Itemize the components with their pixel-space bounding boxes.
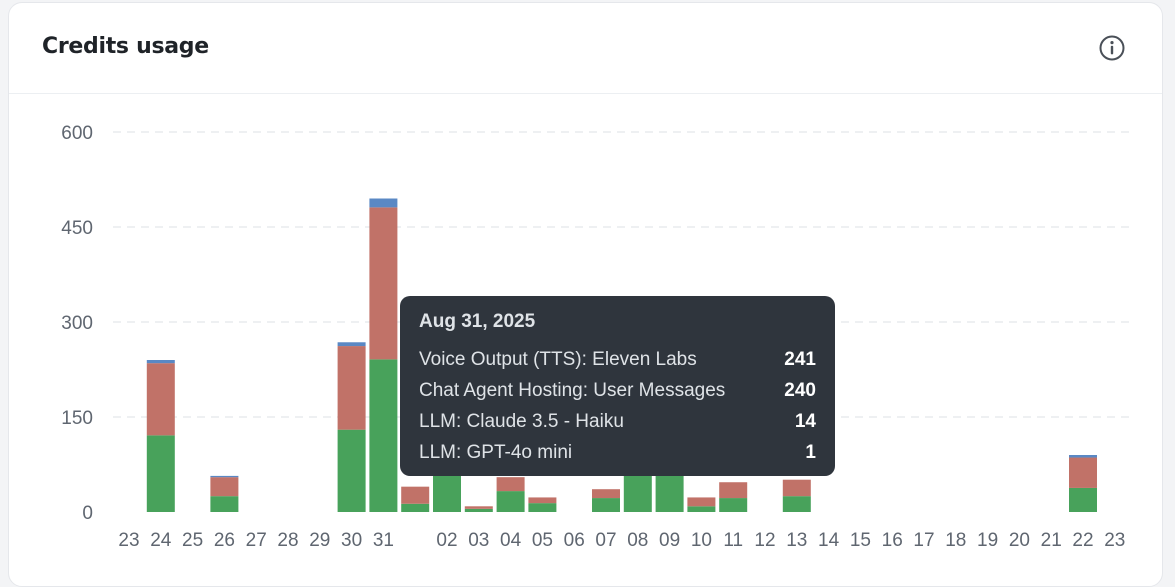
tooltip-row: Chat Agent Hosting: User Messages 240	[419, 375, 816, 406]
chart-tooltip: Aug 31, 2025 Voice Output (TTS): Eleven …	[400, 296, 835, 476]
bar-segment	[496, 477, 525, 492]
bar-segment	[433, 474, 461, 512]
bar-segment	[464, 508, 493, 512]
bar-segment	[782, 496, 811, 512]
x-tick-label: 20	[1009, 530, 1030, 551]
bar-segment	[337, 342, 366, 347]
x-tick-label: 30	[341, 530, 362, 551]
info-icon[interactable]	[1098, 34, 1126, 62]
tooltip-date: Aug 31, 2025	[419, 311, 536, 332]
x-tick-label: 16	[882, 530, 903, 551]
x-tick-label: 22	[1072, 530, 1093, 551]
x-tick-label: 21	[1041, 530, 1062, 551]
bar-segment	[592, 489, 620, 499]
x-tick-label: 27	[246, 530, 267, 551]
bar-segment	[401, 503, 430, 512]
x-tick-label: 06	[564, 530, 585, 551]
y-tick-label: 450	[61, 218, 93, 239]
y-tick-label: 150	[61, 408, 93, 429]
tooltip-label: Voice Output (TTS): Eleven Labs	[419, 349, 697, 370]
x-tick-label: 24	[150, 530, 172, 551]
bar-segment	[528, 503, 557, 512]
x-tick-label: 25	[182, 530, 203, 551]
bar-segment	[464, 506, 493, 509]
x-tick-label: 14	[818, 530, 840, 551]
x-tick-label: 23	[118, 530, 139, 551]
bar-segment	[1069, 457, 1097, 488]
x-tick-label: 23	[1104, 530, 1125, 551]
bar-segment	[496, 491, 525, 512]
bar-segment	[369, 198, 398, 208]
x-tick-label: 15	[850, 530, 871, 551]
x-tick-label: 31	[373, 530, 394, 551]
y-tick-label: 600	[61, 123, 93, 144]
bar-segment	[401, 486, 430, 504]
bar-segment	[146, 435, 175, 512]
bar-segment	[210, 496, 239, 512]
tooltip-value: 240	[784, 380, 816, 401]
bar-segment	[210, 475, 239, 478]
x-tick-label: 17	[913, 530, 934, 551]
bar-segment	[337, 346, 366, 430]
x-tick-label: 09	[659, 530, 680, 551]
bar-segment	[528, 497, 557, 504]
bar-segment	[687, 497, 716, 507]
x-tick-label: 07	[595, 530, 616, 551]
card-header: Credits usage	[9, 3, 1162, 94]
tooltip-value: 1	[805, 442, 816, 463]
x-tick-label: 29	[309, 530, 330, 551]
bar-segment	[655, 474, 684, 512]
tooltip-row: LLM: GPT-4o mini 1	[419, 437, 816, 468]
x-tick-label: 08	[627, 530, 648, 551]
bar-segment	[337, 429, 366, 512]
bar-segment	[369, 359, 398, 512]
y-tick-label: 0	[82, 503, 93, 524]
x-tick-label: 11	[723, 530, 743, 551]
tooltip-value: 14	[794, 411, 816, 432]
x-tick-label: 12	[754, 530, 775, 551]
x-tick-label: 04	[500, 530, 522, 551]
x-tick-label: 03	[468, 530, 489, 551]
tooltip-row: Voice Output (TTS): Eleven Labs 241	[419, 344, 816, 375]
x-tick-label: 05	[532, 530, 553, 551]
tooltip-label: LLM: GPT-4o mini	[419, 442, 573, 463]
x-tick-label: 28	[277, 530, 298, 551]
bar-segment	[719, 482, 748, 499]
x-tick-label: 02	[436, 530, 457, 551]
x-tick-label: 18	[945, 530, 966, 551]
bar-segment	[782, 479, 811, 497]
bar-segment	[687, 506, 716, 512]
bar-segment	[210, 477, 239, 497]
tooltip-value: 241	[784, 349, 816, 370]
x-tick-label: 19	[977, 530, 998, 551]
x-tick-label: 13	[786, 530, 807, 551]
bar-segment	[146, 360, 175, 364]
bar-segment	[146, 363, 175, 436]
tooltip-label: Chat Agent Hosting: User Messages	[419, 380, 726, 401]
tooltip-row: LLM: Claude 3.5 - Haiku 14	[419, 406, 816, 437]
card-title: Credits usage	[42, 34, 209, 59]
tooltip-label: LLM: Claude 3.5 - Haiku	[419, 411, 624, 432]
y-tick-label: 300	[61, 313, 93, 334]
x-tick-label: 10	[691, 530, 712, 551]
credits-usage-card: Credits usage	[8, 2, 1163, 587]
bar-segment	[719, 498, 748, 512]
bar-segment	[592, 498, 620, 512]
x-tick-label: 26	[214, 530, 235, 551]
bar-segment	[623, 474, 652, 512]
bar-segment	[369, 207, 398, 360]
bar-segment	[1069, 487, 1097, 512]
bar-segment	[1069, 455, 1097, 458]
